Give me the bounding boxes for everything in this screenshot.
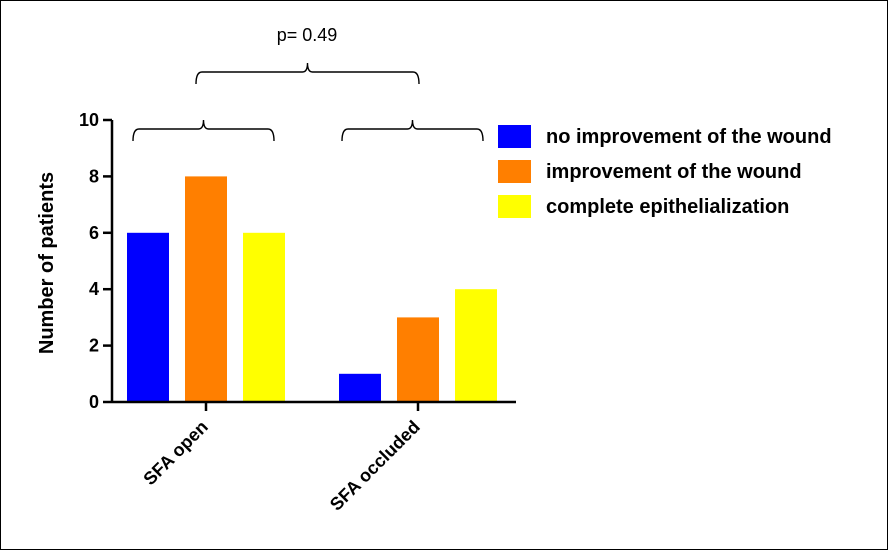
bar-2-2 (397, 317, 439, 402)
bar-1-2 (339, 373, 381, 402)
bracket (341, 119, 484, 142)
legend-swatch (498, 160, 531, 183)
y-tick-label: 8 (89, 166, 99, 186)
legend-label: complete epithelialization (546, 196, 789, 218)
y-ticks-group: 0 2 4 6 8 10 (79, 110, 112, 412)
bar-1-1 (127, 232, 169, 402)
y-tick-label: 2 (89, 336, 99, 356)
bar-3-2 (455, 289, 497, 402)
bar-3-1 (243, 232, 285, 402)
legend: no improvement of the wound improvement o… (498, 125, 832, 218)
x-ticks-group: SFA open SFA occluded (139, 402, 424, 515)
bracket (195, 62, 420, 85)
y-tick-label: 4 (89, 279, 99, 299)
legend-swatch (498, 125, 531, 148)
bars-group (127, 176, 497, 402)
y-tick-label: 6 (89, 223, 99, 243)
significance-brackets (132, 62, 484, 142)
legend-label: improvement of the wound (546, 161, 802, 183)
y-tick-label: 10 (79, 110, 99, 130)
axes-group (110, 120, 516, 404)
legend-label: no improvement of the wound (546, 126, 832, 148)
y-tick-label: 0 (89, 392, 99, 412)
bar-2-1 (185, 176, 227, 402)
y-axis-title: Number of patients (36, 172, 58, 354)
legend-swatch (498, 195, 531, 218)
p-value-annotation: p= 0.49 (277, 25, 338, 45)
x-tick-label: SFA occluded (326, 417, 424, 515)
bracket (132, 119, 275, 142)
x-tick-label: SFA open (139, 417, 211, 489)
